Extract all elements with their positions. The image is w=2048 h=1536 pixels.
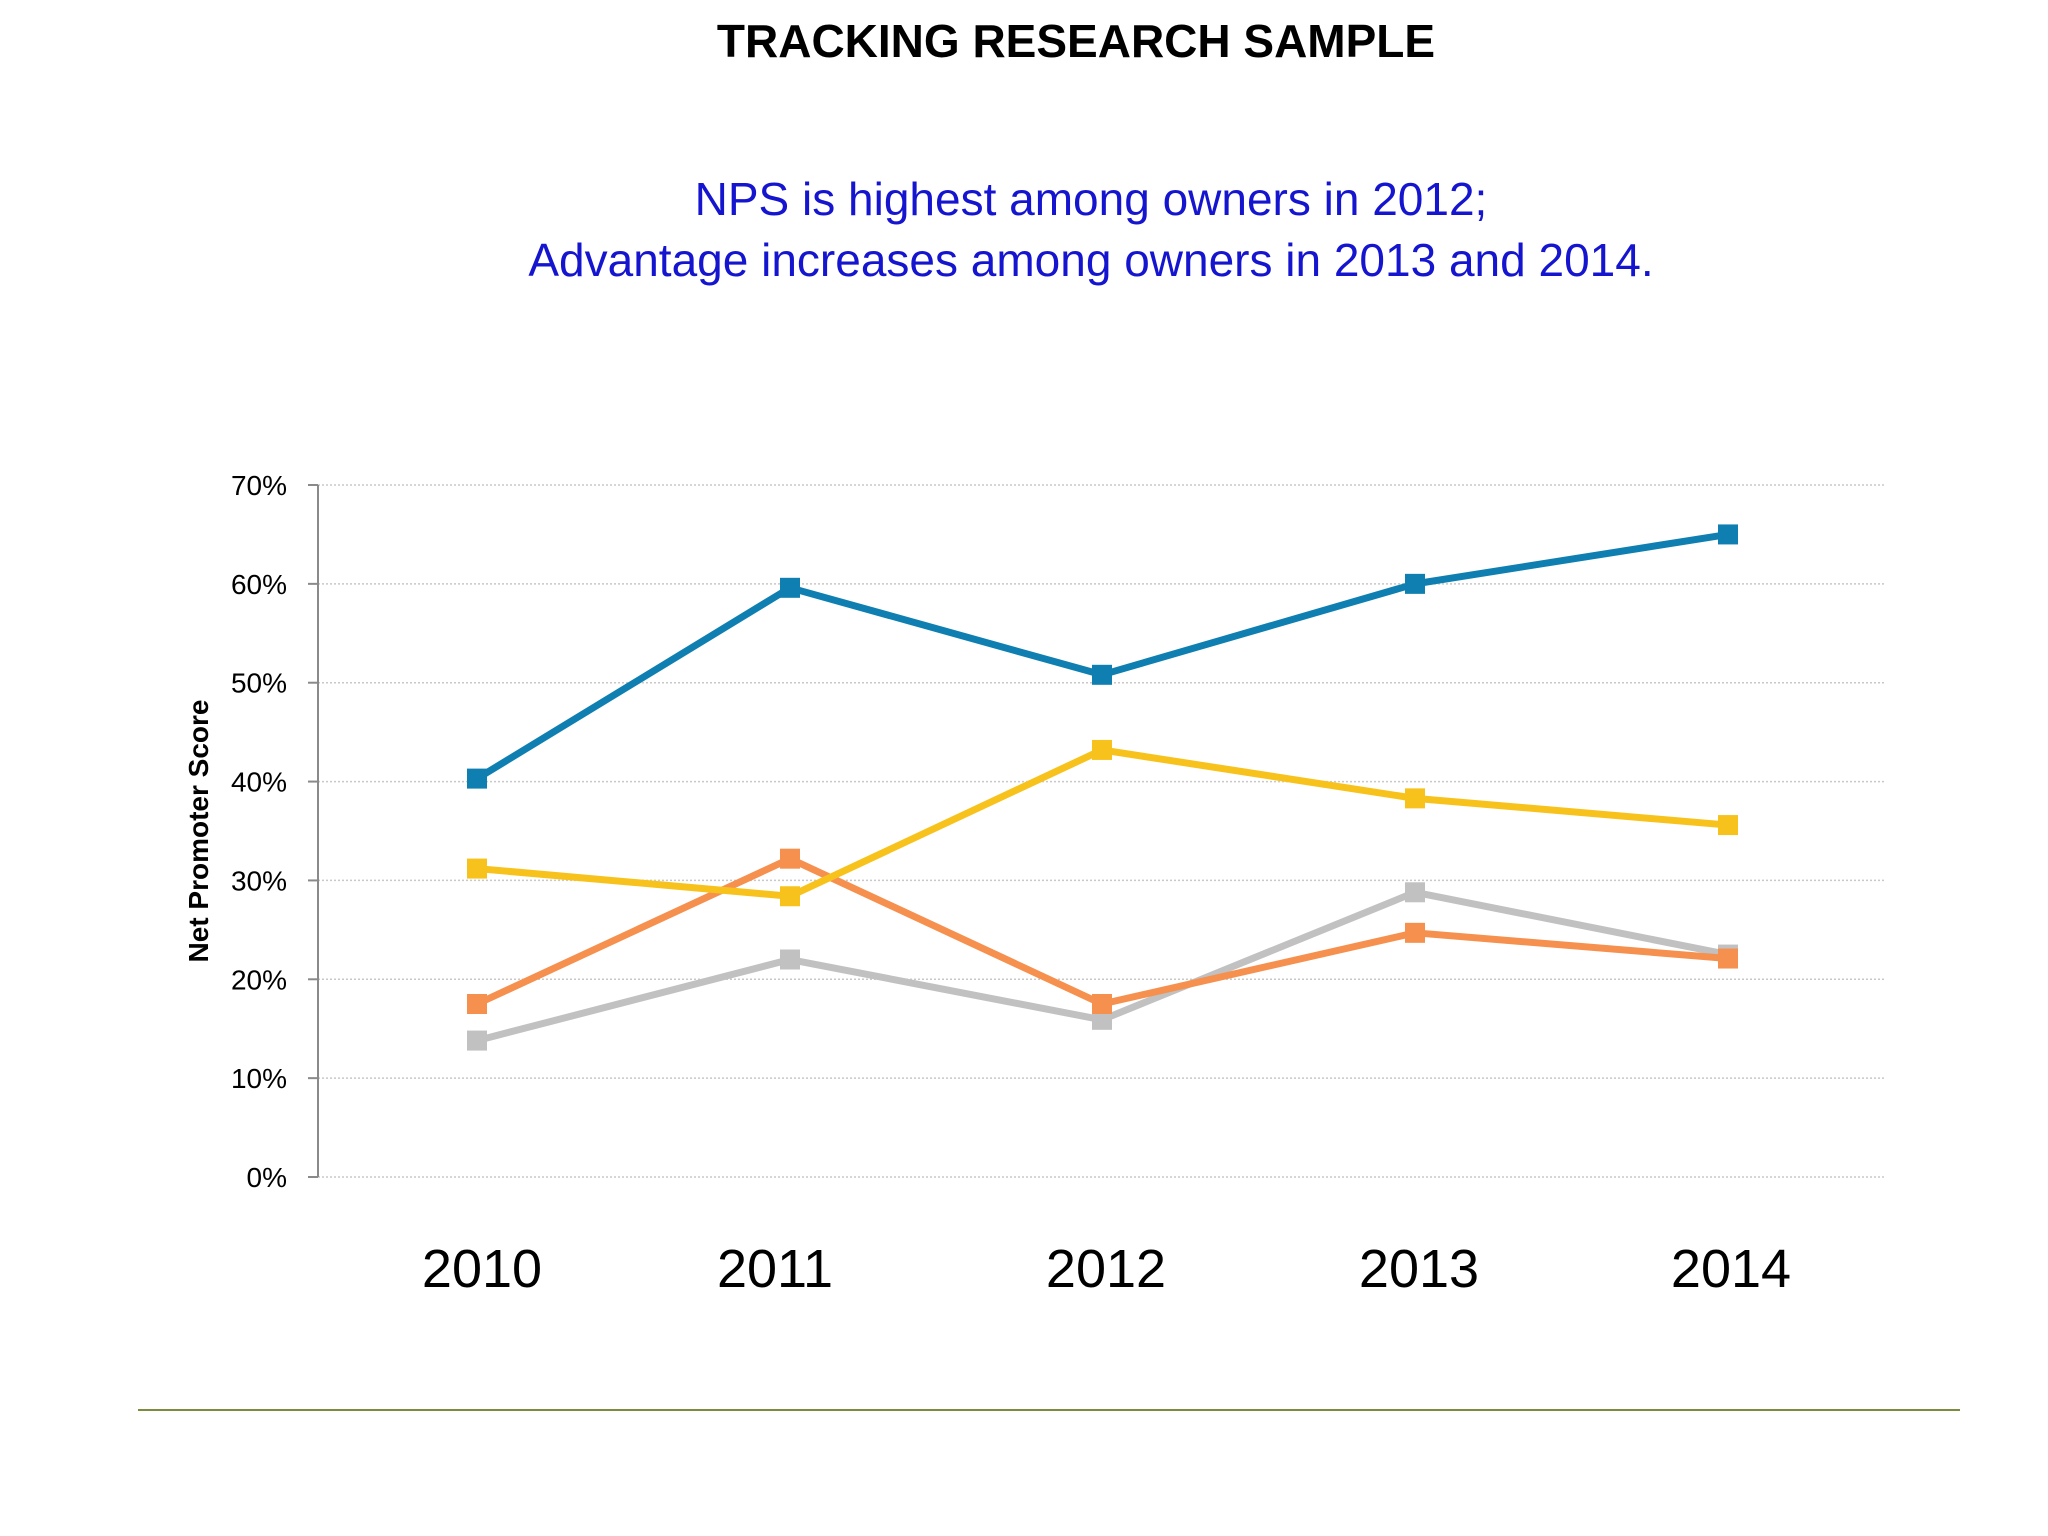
x-tick-label: 2011 bbox=[717, 1239, 833, 1299]
bottom-divider bbox=[138, 1409, 1960, 1411]
data-point-marker bbox=[1405, 922, 1425, 943]
y-tick-label: 40% bbox=[231, 767, 287, 798]
data-point-marker bbox=[1405, 788, 1425, 809]
y-tick-label: 0% bbox=[247, 1162, 287, 1193]
y-tick-label: 50% bbox=[231, 668, 287, 699]
data-point-marker bbox=[780, 848, 800, 869]
y-tick-label: 30% bbox=[231, 865, 287, 896]
gridlines bbox=[318, 484, 1884, 1178]
data-point-marker bbox=[467, 994, 487, 1014]
data-point-marker bbox=[1718, 948, 1738, 969]
data-point-marker bbox=[467, 1030, 487, 1051]
page-title: TRACKING RESEARCH SAMPLE bbox=[716, 15, 1436, 67]
y-tick-label: 60% bbox=[231, 569, 287, 600]
data-point-marker bbox=[1092, 994, 1112, 1014]
data-point-marker bbox=[780, 577, 800, 598]
y-tick-label: 20% bbox=[231, 964, 287, 995]
data-point-marker bbox=[467, 858, 487, 879]
data-point-marker bbox=[780, 886, 800, 907]
data-point-marker bbox=[1718, 815, 1738, 836]
x-tick-label: 2013 bbox=[1359, 1239, 1479, 1299]
y-tick-label: 70% bbox=[231, 470, 287, 501]
series-line bbox=[473, 746, 1732, 900]
x-tick-label: 2010 bbox=[422, 1239, 542, 1299]
x-tick-label: 2012 bbox=[1046, 1239, 1166, 1299]
data-point-marker bbox=[467, 768, 487, 789]
data-point-marker bbox=[1092, 739, 1112, 760]
data-point-marker bbox=[1405, 882, 1425, 903]
axes bbox=[308, 484, 319, 1178]
chart-subtitle-line-2: Advantage increases among owners in 2013… bbox=[528, 234, 1654, 286]
data-point-marker bbox=[780, 949, 800, 970]
data-point-marker bbox=[1718, 524, 1738, 545]
chart-subtitle-line-1: NPS is highest among owners in 2012; bbox=[694, 173, 1488, 225]
y-axis-title: Net Promoter Score bbox=[183, 700, 214, 963]
x-tick-label: 2014 bbox=[1671, 1239, 1791, 1299]
data-point-marker bbox=[1405, 573, 1425, 594]
data-point-marker bbox=[1092, 1009, 1112, 1030]
series-lines bbox=[467, 524, 1738, 1051]
data-point-marker bbox=[1092, 664, 1112, 685]
axis-labels: 0% 10% 20% 30% 40% 50% 60% 70% Net Promoter Scor… bbox=[183, 470, 1791, 1299]
y-tick-label: 10% bbox=[231, 1063, 287, 1094]
